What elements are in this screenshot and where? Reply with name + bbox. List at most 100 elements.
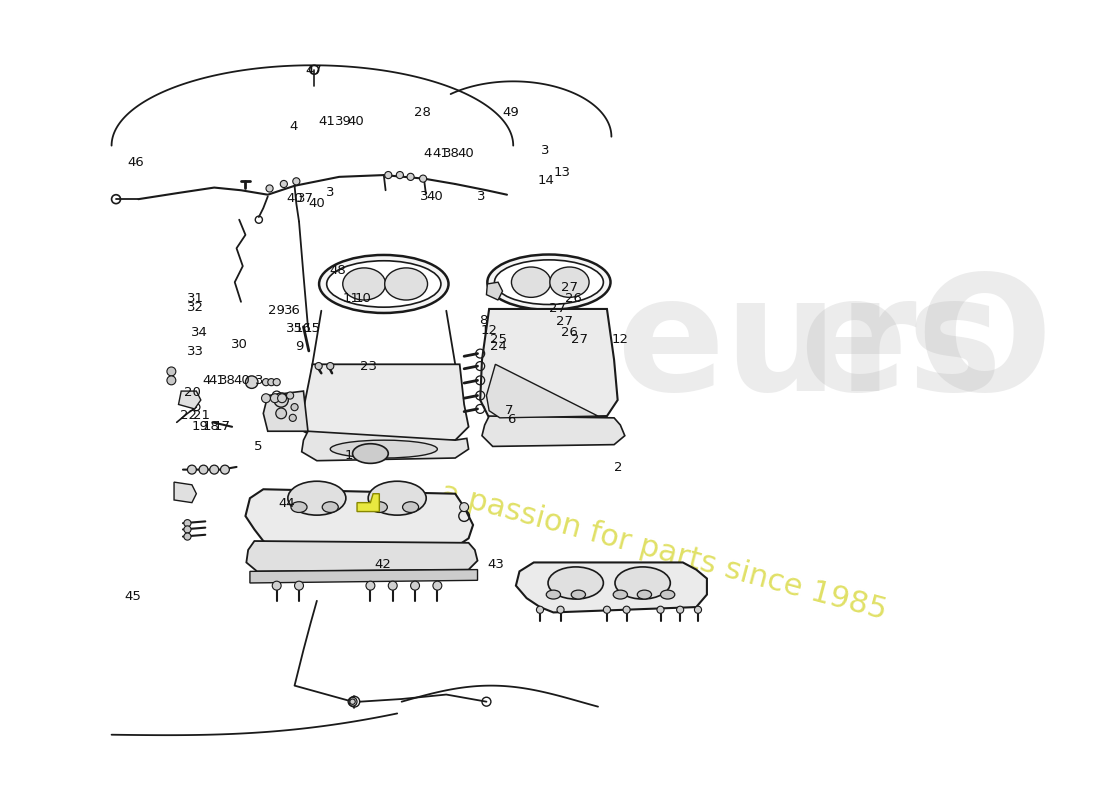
Circle shape <box>245 376 258 388</box>
Ellipse shape <box>487 254 610 310</box>
Text: 15: 15 <box>304 322 321 335</box>
Ellipse shape <box>613 590 627 599</box>
Circle shape <box>273 378 280 386</box>
Circle shape <box>293 178 300 185</box>
Ellipse shape <box>368 482 426 515</box>
Text: 31: 31 <box>187 292 204 305</box>
Circle shape <box>388 581 397 590</box>
Ellipse shape <box>495 260 604 305</box>
Circle shape <box>280 181 287 187</box>
Circle shape <box>167 376 176 385</box>
Circle shape <box>419 175 427 182</box>
Text: a passion for parts since 1985: a passion for parts since 1985 <box>438 478 890 626</box>
Circle shape <box>623 606 630 614</box>
Circle shape <box>274 393 288 407</box>
Circle shape <box>410 581 419 590</box>
Text: 1: 1 <box>344 449 353 462</box>
Text: 18: 18 <box>202 420 220 433</box>
Polygon shape <box>486 364 598 418</box>
Text: 13: 13 <box>553 166 570 179</box>
Text: 41: 41 <box>432 147 449 160</box>
Ellipse shape <box>343 268 386 300</box>
Polygon shape <box>301 431 469 461</box>
Circle shape <box>263 378 270 386</box>
Ellipse shape <box>327 261 441 307</box>
Polygon shape <box>304 364 469 440</box>
Text: 42: 42 <box>374 558 392 570</box>
Polygon shape <box>250 570 477 583</box>
Circle shape <box>277 394 286 402</box>
Polygon shape <box>482 416 625 446</box>
Text: 32: 32 <box>187 302 204 314</box>
Text: 43: 43 <box>487 558 504 570</box>
Circle shape <box>184 526 191 533</box>
Circle shape <box>199 465 208 474</box>
Circle shape <box>220 465 230 474</box>
Circle shape <box>676 606 684 614</box>
Text: 41: 41 <box>319 115 336 128</box>
Polygon shape <box>178 391 201 409</box>
Circle shape <box>187 465 197 474</box>
Text: 19: 19 <box>191 420 209 433</box>
Text: 9: 9 <box>295 340 304 353</box>
Circle shape <box>366 581 375 590</box>
Text: 38: 38 <box>443 147 460 160</box>
Text: 26: 26 <box>561 326 578 338</box>
Text: 20: 20 <box>184 386 201 399</box>
Text: 46: 46 <box>128 156 144 169</box>
Text: 22: 22 <box>180 410 197 422</box>
Text: 25: 25 <box>491 333 507 346</box>
Text: 27: 27 <box>571 333 587 346</box>
Text: 40: 40 <box>346 115 364 128</box>
Circle shape <box>276 408 286 418</box>
Polygon shape <box>358 494 379 511</box>
Circle shape <box>184 520 191 526</box>
Ellipse shape <box>322 502 339 513</box>
Text: 3: 3 <box>420 190 428 203</box>
Text: 41: 41 <box>209 374 226 386</box>
Text: 21: 21 <box>192 410 210 422</box>
Circle shape <box>385 171 392 178</box>
Ellipse shape <box>547 590 561 599</box>
Text: 4: 4 <box>202 374 210 386</box>
Polygon shape <box>481 309 618 418</box>
Text: 40: 40 <box>233 374 250 386</box>
Circle shape <box>210 465 219 474</box>
Text: 17: 17 <box>213 420 230 433</box>
Text: 3: 3 <box>541 143 549 157</box>
Text: 34: 34 <box>191 326 208 338</box>
Ellipse shape <box>319 255 449 313</box>
Text: 44: 44 <box>278 497 295 510</box>
Circle shape <box>396 171 404 178</box>
Ellipse shape <box>385 268 428 300</box>
Circle shape <box>348 698 358 706</box>
Circle shape <box>289 414 296 422</box>
Text: 36: 36 <box>284 304 301 318</box>
Circle shape <box>266 185 273 192</box>
Circle shape <box>262 394 271 402</box>
Text: 48: 48 <box>329 263 346 277</box>
Text: 27: 27 <box>549 302 566 315</box>
Ellipse shape <box>288 482 345 515</box>
Text: 10: 10 <box>355 292 372 305</box>
Circle shape <box>407 174 415 181</box>
Ellipse shape <box>615 567 670 599</box>
Text: 40: 40 <box>456 147 474 160</box>
Ellipse shape <box>512 267 551 298</box>
Circle shape <box>272 581 282 590</box>
Circle shape <box>295 581 304 590</box>
Polygon shape <box>263 391 308 431</box>
Ellipse shape <box>660 590 674 599</box>
Text: eurO: eurO <box>616 269 1053 424</box>
Circle shape <box>694 606 702 614</box>
Ellipse shape <box>548 567 604 599</box>
Text: 11: 11 <box>343 292 360 305</box>
Text: 6: 6 <box>507 413 516 426</box>
Text: 23: 23 <box>360 360 376 373</box>
Circle shape <box>327 362 333 370</box>
Text: 27: 27 <box>556 315 573 328</box>
Text: 3: 3 <box>255 374 264 386</box>
Text: 39: 39 <box>336 115 352 128</box>
Ellipse shape <box>292 502 307 513</box>
Text: 40: 40 <box>286 192 302 205</box>
